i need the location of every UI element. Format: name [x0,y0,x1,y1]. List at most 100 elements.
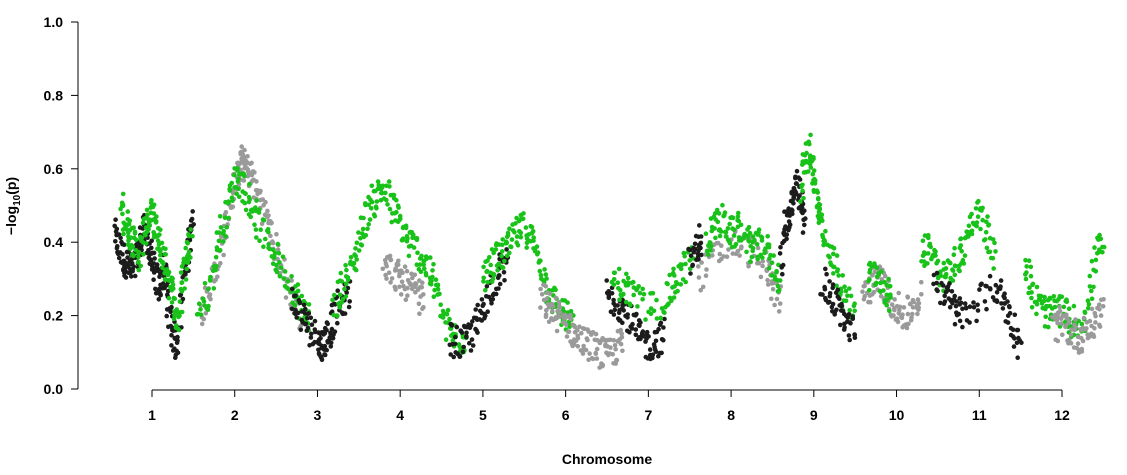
data-point [348,254,354,260]
data-point [1101,244,1107,250]
data-point [132,273,138,279]
data-point [145,212,150,217]
data-point [1024,264,1029,269]
data-point [769,260,775,266]
data-point [356,230,361,235]
data-point [403,223,409,229]
data-point [703,273,709,279]
data-point [777,251,783,256]
data-point [206,303,211,309]
data-point [190,233,195,239]
data-point [268,221,274,226]
data-point [802,222,807,228]
data-point [947,305,953,310]
data-point [590,356,596,362]
data-point [648,311,654,317]
data-point [1010,327,1016,333]
data-point [243,207,249,213]
data-point [403,297,409,303]
data-point [114,245,120,251]
data-point [874,265,880,271]
data-point [186,251,191,257]
data-point [1100,304,1106,309]
y-tick-label: 0.8 [44,87,64,103]
data-point [870,273,875,278]
data-point [1089,258,1095,264]
x-tick-label: 6 [562,407,570,423]
data-point [393,287,398,292]
data-point [1011,344,1017,349]
data-point [266,242,271,247]
data-point [698,234,704,239]
data-point [886,276,891,282]
data-point [746,264,751,269]
data-point [884,302,889,308]
data-point [461,344,467,350]
data-point [155,268,160,274]
data-point [179,309,185,315]
data-point [156,297,162,302]
data-point [621,308,626,313]
data-point [481,275,487,281]
data-point [363,233,369,238]
data-point [398,216,403,221]
data-point [568,312,573,318]
data-point [819,212,825,217]
data-point [811,155,816,160]
data-point [417,262,423,267]
data-point [398,292,404,297]
data-point [384,263,390,269]
data-point [678,266,684,272]
data-point [1085,306,1091,311]
data-point [131,225,136,230]
data-point [1023,272,1028,277]
data-point [926,235,931,241]
data-point [979,281,984,287]
data-point [285,278,291,284]
data-point [1023,276,1029,282]
data-point [330,297,335,303]
data-point [128,235,134,240]
data-point [261,244,266,249]
data-point [594,356,600,361]
data-point [568,316,573,322]
data-point [706,252,711,257]
data-point [950,268,956,273]
data-point [759,238,765,243]
data-point [1096,249,1101,255]
data-point [575,328,580,333]
data-point [635,304,640,309]
data-point [640,334,646,339]
data-point [1047,295,1053,301]
data-point [815,190,820,195]
data-point [1057,304,1063,310]
data-point [275,241,281,247]
data-point [916,301,922,306]
data-point [712,226,717,231]
data-point [168,323,174,329]
data-point [557,309,563,315]
data-point [615,280,621,286]
data-point [213,277,218,283]
data-point [306,302,312,307]
data-point [286,286,291,292]
data-point [1082,310,1088,316]
data-point [499,249,505,254]
data-point [812,176,817,182]
data-point [878,293,884,299]
data-point [1063,324,1068,330]
data-point [710,253,715,258]
data-point [820,218,825,223]
data-point [169,300,175,305]
data-point [994,299,1000,305]
data-point [975,214,981,219]
data-point [194,312,200,317]
data-point [319,357,325,363]
data-point [952,293,957,299]
data-point [700,284,706,290]
data-point [449,323,455,328]
data-point [222,215,228,220]
data-point [726,247,731,252]
data-point [847,307,852,313]
data-point [362,201,368,206]
